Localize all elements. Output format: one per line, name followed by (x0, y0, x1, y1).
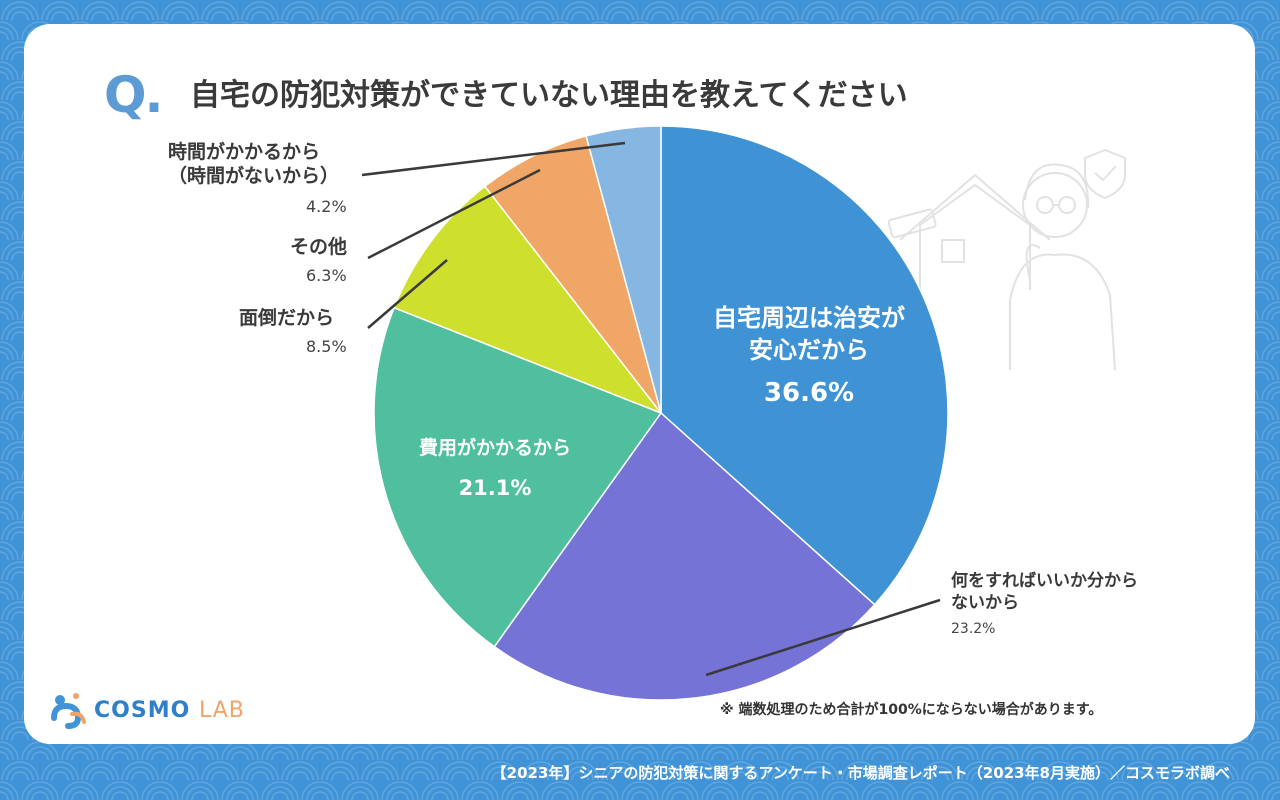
slice-label-other-line-1: その他 (290, 236, 348, 258)
question-mark-label: Q. (104, 66, 163, 124)
slice-value-cost: 21.1% (458, 476, 532, 500)
slice-label-no-time: 時間がかかるから （時間がないから） 4.2% (168, 140, 368, 218)
logo-text-sub: LAB (198, 697, 245, 723)
leader-line-3 (367, 259, 448, 329)
slice-label-troublesome: 面倒だから 8.5% (239, 306, 347, 358)
slice-label-safe-area: 自宅周辺は治安が 安心だから 36.6% (694, 302, 924, 408)
slice-label-cost-line-1: 費用がかかるから (418, 437, 571, 459)
slice-label-other: その他 6.3% (290, 235, 347, 287)
pie-slice-2 (373, 306, 663, 648)
slice-value-other: 6.3% (306, 266, 347, 285)
slice-value-dont-know: 23.2% (951, 621, 996, 637)
rounding-note: ※ 端数処理のため合計が100%にならない場合があります。 (720, 702, 1103, 718)
leader-line-4 (367, 168, 541, 260)
leader-line-5 (361, 141, 626, 177)
slice-label-cost: 費用がかかるから 21.1% (395, 432, 595, 500)
pie-slice-1 (493, 411, 876, 701)
pie-slice-4 (483, 135, 662, 414)
cosmo-lab-logo-icon (51, 693, 86, 729)
slice-label-safe-area-line-2: 安心だから (749, 336, 869, 364)
slice-label-troublesome-line-1: 面倒だから (239, 307, 335, 329)
logo-text-main: COSMO (94, 697, 191, 723)
slice-label-dont-know: 何をすればいいか分から ないから 23.2% (951, 570, 1138, 640)
slice-label-no-time-line-1: 時間がかかるから (168, 141, 321, 163)
leader-line-1 (705, 598, 941, 677)
slice-value-no-time: 4.2% (306, 197, 347, 216)
senior-woman-house-illustration (887, 149, 1126, 370)
slice-label-dont-know-line-2: ないから (951, 593, 1019, 613)
slice-label-no-time-line-2: （時間がないから） (168, 165, 340, 187)
cosmo-lab-logo: COSMO LAB (48, 688, 245, 732)
pie-slice-0 (660, 125, 949, 606)
slice-value-troublesome: 8.5% (306, 337, 347, 356)
source-footer: 【2023年】シニアの防犯対策に関するアンケート・市場調査レポート（2023年8… (491, 764, 1230, 782)
cosmo-lab-logo-text: COSMO LAB (94, 698, 245, 723)
slice-label-safe-area-line-1: 自宅周辺は治安が (713, 304, 905, 332)
slice-value-safe-area: 36.6% (763, 378, 855, 408)
pie-slice-3 (393, 185, 664, 415)
pie-slice-5 (585, 125, 662, 414)
chart-title: 自宅の防犯対策ができていない理由を教えてください (190, 78, 908, 113)
slice-label-dont-know-line-1: 何をすればいいか分から (951, 571, 1138, 591)
